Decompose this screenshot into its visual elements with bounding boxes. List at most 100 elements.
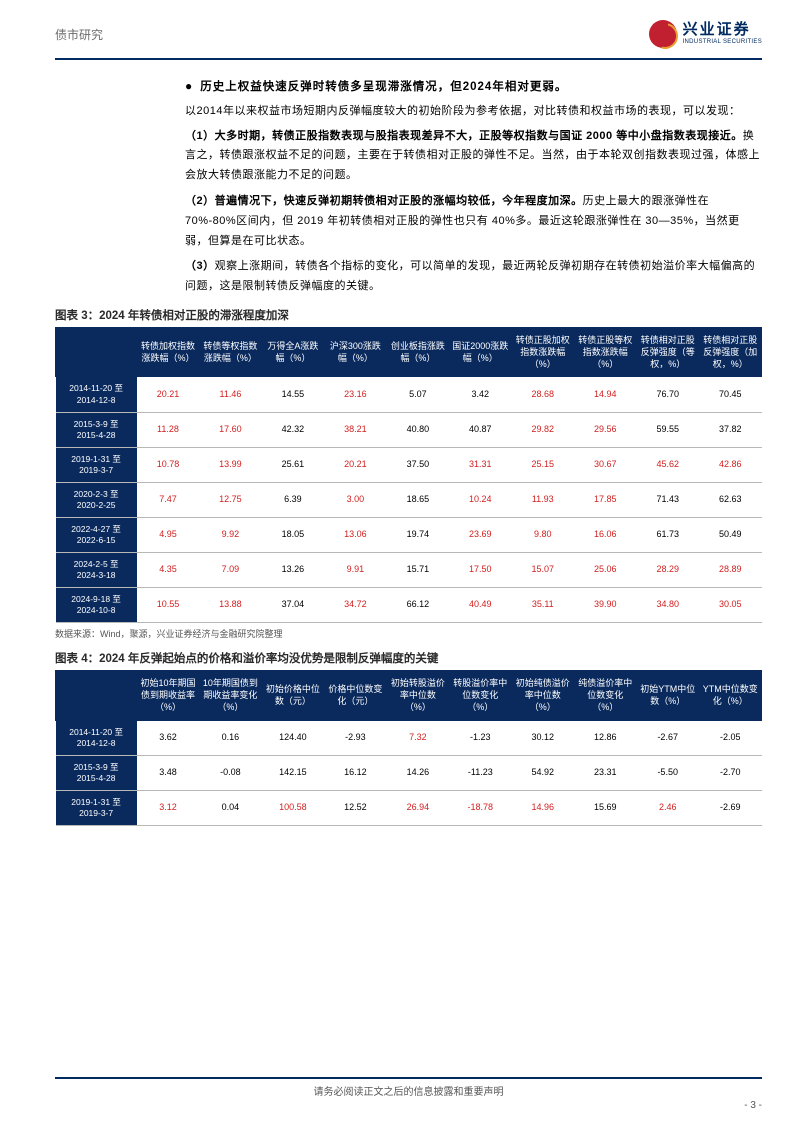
data-cell: 39.90	[574, 588, 636, 623]
column-header: 初始10年期国债到期收益率（%）	[137, 671, 199, 720]
data-cell: 25.15	[512, 447, 574, 482]
row-label: 2022-4-27 至2022-6-15	[56, 517, 137, 552]
data-cell: 3.12	[137, 790, 199, 825]
footer-notice: 请务必阅读正文之后的信息披露和重要声明	[314, 1083, 504, 1098]
row-label: 2014-11-20 至2014-12-8	[56, 377, 137, 412]
data-cell: 14.96	[512, 790, 574, 825]
data-cell: 10.78	[137, 447, 199, 482]
data-cell: 13.99	[199, 447, 261, 482]
data-cell: 17.50	[449, 552, 511, 587]
data-cell: 34.72	[324, 588, 386, 623]
item-number: （1）	[185, 130, 215, 142]
data-cell: 42.32	[262, 412, 324, 447]
data-cell: 0.16	[199, 720, 261, 755]
data-cell: 9.92	[199, 517, 261, 552]
logo-text: 兴业证券 INDUSTRIAL SECURITIES	[683, 22, 762, 45]
data-cell: 28.68	[512, 377, 574, 412]
row-label: 2019-1-31 至2019-3-7	[56, 447, 137, 482]
table-row: 2024-9-18 至2024-10-810.5513.8837.0434.72…	[56, 588, 762, 623]
data-cell: 62.63	[699, 482, 762, 517]
item-rest: 观察上涨期间，转债各个指标的变化，可以简单的发现，最近两轮反弹初期存在转债初始溢…	[185, 260, 755, 292]
data-cell: 3.48	[137, 755, 199, 790]
data-cell: 142.15	[262, 755, 324, 790]
data-cell: 61.73	[636, 517, 698, 552]
data-cell: 14.55	[262, 377, 324, 412]
data-cell: -5.50	[636, 755, 698, 790]
column-header: 转债等权指数涨跌幅（%）	[199, 328, 261, 377]
data-cell: 4.95	[137, 517, 199, 552]
data-cell: 16.12	[324, 755, 386, 790]
column-header: 转债相对正股反弹强度（等权，%）	[636, 328, 698, 377]
company-name-en: INDUSTRIAL SECURITIES	[683, 39, 762, 46]
table-row: 2022-4-27 至2022-6-154.959.9218.0513.0619…	[56, 517, 762, 552]
row-label: 2020-2-3 至2020-2-25	[56, 482, 137, 517]
data-cell: 19.74	[387, 517, 449, 552]
data-cell: 12.75	[199, 482, 261, 517]
intro-bullet-text: 历史上权益快速反弹时转债多呈现滞涨情况，但2024年相对更弱。	[200, 78, 567, 94]
data-cell: 34.80	[636, 588, 698, 623]
data-cell: 30.05	[699, 588, 762, 623]
column-header: YTM中位数变化（%）	[699, 671, 762, 720]
data-cell: 9.80	[512, 517, 574, 552]
data-cell: 25.06	[574, 552, 636, 587]
data-cell: 10.55	[137, 588, 199, 623]
data-cell: 76.70	[636, 377, 698, 412]
row-label: 2024-2-5 至2024-3-18	[56, 552, 137, 587]
data-cell: 13.06	[324, 517, 386, 552]
data-cell: 124.40	[262, 720, 324, 755]
data-cell: 2.46	[636, 790, 698, 825]
data-cell: 25.61	[262, 447, 324, 482]
data-cell: 0.04	[199, 790, 261, 825]
company-name-cn: 兴业证券	[683, 22, 762, 39]
column-header: 转债相对正股反弹强度（加权，%）	[699, 328, 762, 377]
data-cell: 30.12	[512, 720, 574, 755]
data-cell: -2.93	[324, 720, 386, 755]
data-cell: 12.52	[324, 790, 386, 825]
item-lead: 大多时期，转债正股指数表现与股指表现差异不大，正股等权指数与国证 2000 等中…	[215, 130, 743, 142]
data-cell: 11.46	[199, 377, 261, 412]
data-cell: 15.69	[574, 790, 636, 825]
data-cell: 28.89	[699, 552, 762, 587]
data-cell: 13.88	[199, 588, 261, 623]
column-header: 沪深300涨跌幅（%）	[324, 328, 386, 377]
data-cell: 7.32	[387, 720, 449, 755]
data-cell: 20.21	[324, 447, 386, 482]
table3-title: 图表 3：2024 年转债相对正股的滞涨程度加深	[55, 307, 762, 323]
data-cell: 14.26	[387, 755, 449, 790]
data-cell: 7.47	[137, 482, 199, 517]
data-cell: -0.08	[199, 755, 261, 790]
logo-icon	[649, 20, 677, 48]
data-cell: 12.86	[574, 720, 636, 755]
section-label: 债市研究	[55, 26, 103, 43]
item-number: （2）	[185, 195, 215, 207]
data-cell: 15.07	[512, 552, 574, 587]
table3-source: 数据来源：Wind，聚源，兴业证券经济与金融研究院整理	[55, 627, 762, 640]
data-cell: 40.49	[449, 588, 511, 623]
data-cell: 40.80	[387, 412, 449, 447]
item-number: （3）	[185, 260, 215, 272]
data-cell: 37.50	[387, 447, 449, 482]
data-cell: 23.16	[324, 377, 386, 412]
data-cell: -2.67	[636, 720, 698, 755]
column-header: 转债加权指数涨跌幅（%）	[137, 328, 199, 377]
data-cell: 18.65	[387, 482, 449, 517]
row-label: 2024-9-18 至2024-10-8	[56, 588, 137, 623]
numbered-item-3: （3）观察上涨期间，转债各个指标的变化，可以简单的发现，最近两轮反弹初期存在转债…	[185, 257, 762, 297]
column-header: 价格中位数变化（元）	[324, 671, 386, 720]
data-cell: 13.26	[262, 552, 324, 587]
column-header	[56, 671, 137, 720]
column-header: 10年期国债到期收益率变化（%）	[199, 671, 261, 720]
data-cell: 6.39	[262, 482, 324, 517]
data-cell: 66.12	[387, 588, 449, 623]
row-label: 2015-3-9 至2015-4-28	[56, 755, 137, 790]
table-row: 2015-3-9 至2015-4-2811.2817.6042.3238.214…	[56, 412, 762, 447]
page-footer: 请务必阅读正文之后的信息披露和重要声明 - 3 -	[0, 1077, 802, 1111]
table4-title: 图表 4：2024 年反弹起始点的价格和溢价率均没优势是限制反弹幅度的关键	[55, 650, 762, 666]
numbered-item-2: （2）普遍情况下，快速反弹初期转债相对正股的涨幅均较低，今年程度加深。历史上最大…	[185, 192, 762, 251]
data-cell: 50.49	[699, 517, 762, 552]
column-header: 国证2000涨跌幅（%）	[449, 328, 511, 377]
footer-row: 请务必阅读正文之后的信息披露和重要声明	[55, 1083, 762, 1098]
data-cell: -11.23	[449, 755, 511, 790]
row-label: 2014-11-20 至2014-12-8	[56, 720, 137, 755]
intro-para: 以2014年以来权益市场短期内反弹幅度较大的初始阶段为参考依据，对比转债和权益市…	[185, 102, 762, 121]
